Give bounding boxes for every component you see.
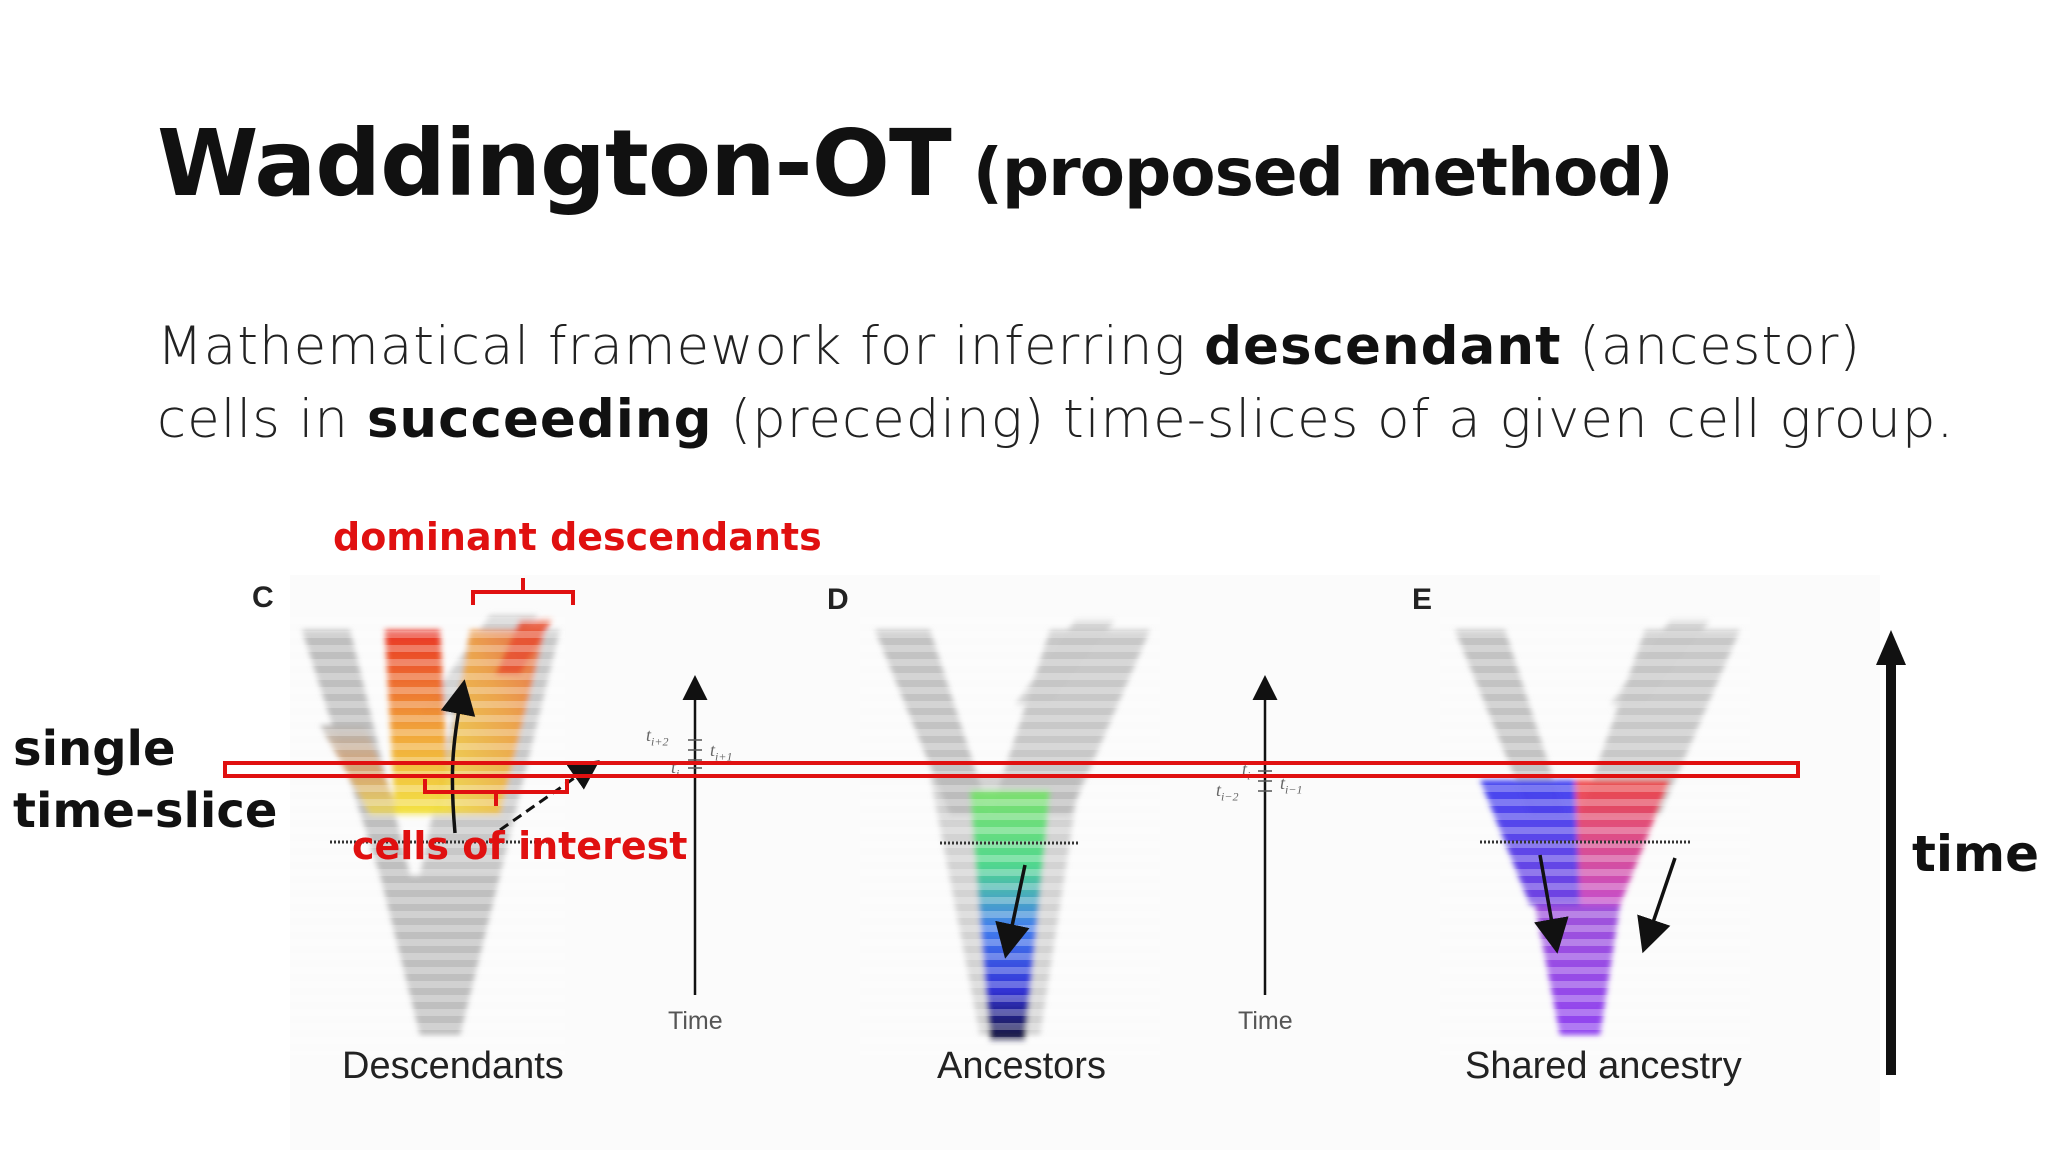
tick-label-ti1: ti+1: [710, 740, 733, 764]
subtitle-text: (preceding) time-slices of a given cell …: [712, 389, 1955, 450]
label-single-time-slice: single time-slice: [13, 721, 278, 839]
shared-arrow-left: [1534, 854, 1569, 954]
figure-svg: [290, 615, 1750, 1055]
tick-label-ti2: ti+2: [646, 725, 669, 749]
tick-label-d-ti-2: ti−2: [1216, 780, 1239, 804]
tick-label-d-ti-1: ti−1: [1280, 773, 1303, 797]
shared-arrow-right: [1637, 857, 1677, 954]
panel-c-stripes: [290, 615, 565, 1055]
figure-panel: C D E Descendants Ancestors Shared ances…: [252, 575, 1880, 1150]
subtitle-text: Mathematical framework for inferring: [157, 316, 1205, 377]
time-axis-label-c: Time: [668, 1007, 723, 1035]
subtitle-text: (ancestor): [1561, 316, 1862, 377]
panel-d-stripes: [860, 615, 1160, 1055]
subtitle-text: cells in: [157, 389, 367, 450]
big-time-arrow-head: [1876, 630, 1906, 665]
label-time: time: [1912, 825, 2040, 883]
subtitle-bold: succeeding: [366, 389, 713, 450]
panel-letter-c: C: [252, 581, 274, 614]
slide-title: Waddington-OT (proposed method): [157, 110, 1674, 217]
label-dominant-descendants: dominant descendants: [333, 515, 822, 559]
slide-subtitle: Mathematical framework for inferring des…: [157, 310, 2017, 456]
subtitle-bold: descendant: [1204, 316, 1562, 377]
caption-ancestors: Ancestors: [937, 1045, 1106, 1087]
label-cells-of-interest: cells of interest: [352, 824, 688, 868]
ancestor-arrow: [995, 864, 1030, 959]
tick-label-d-ti: ti: [1242, 759, 1251, 783]
tick-label-ti: ti: [671, 757, 680, 781]
panel-e-stripes: [1440, 615, 1750, 1055]
panel-letter-d: D: [827, 583, 849, 616]
title-main: Waddington-OT: [157, 110, 952, 217]
title-paren: (proposed method): [972, 134, 1674, 211]
time-axis-label-d: Time: [1238, 1007, 1293, 1035]
caption-descendants: Descendants: [342, 1045, 564, 1087]
solid-descendant-arrow: [440, 679, 476, 834]
caption-shared-ancestry: Shared ancestry: [1465, 1045, 1742, 1087]
panel-letter-e: E: [1412, 583, 1433, 616]
